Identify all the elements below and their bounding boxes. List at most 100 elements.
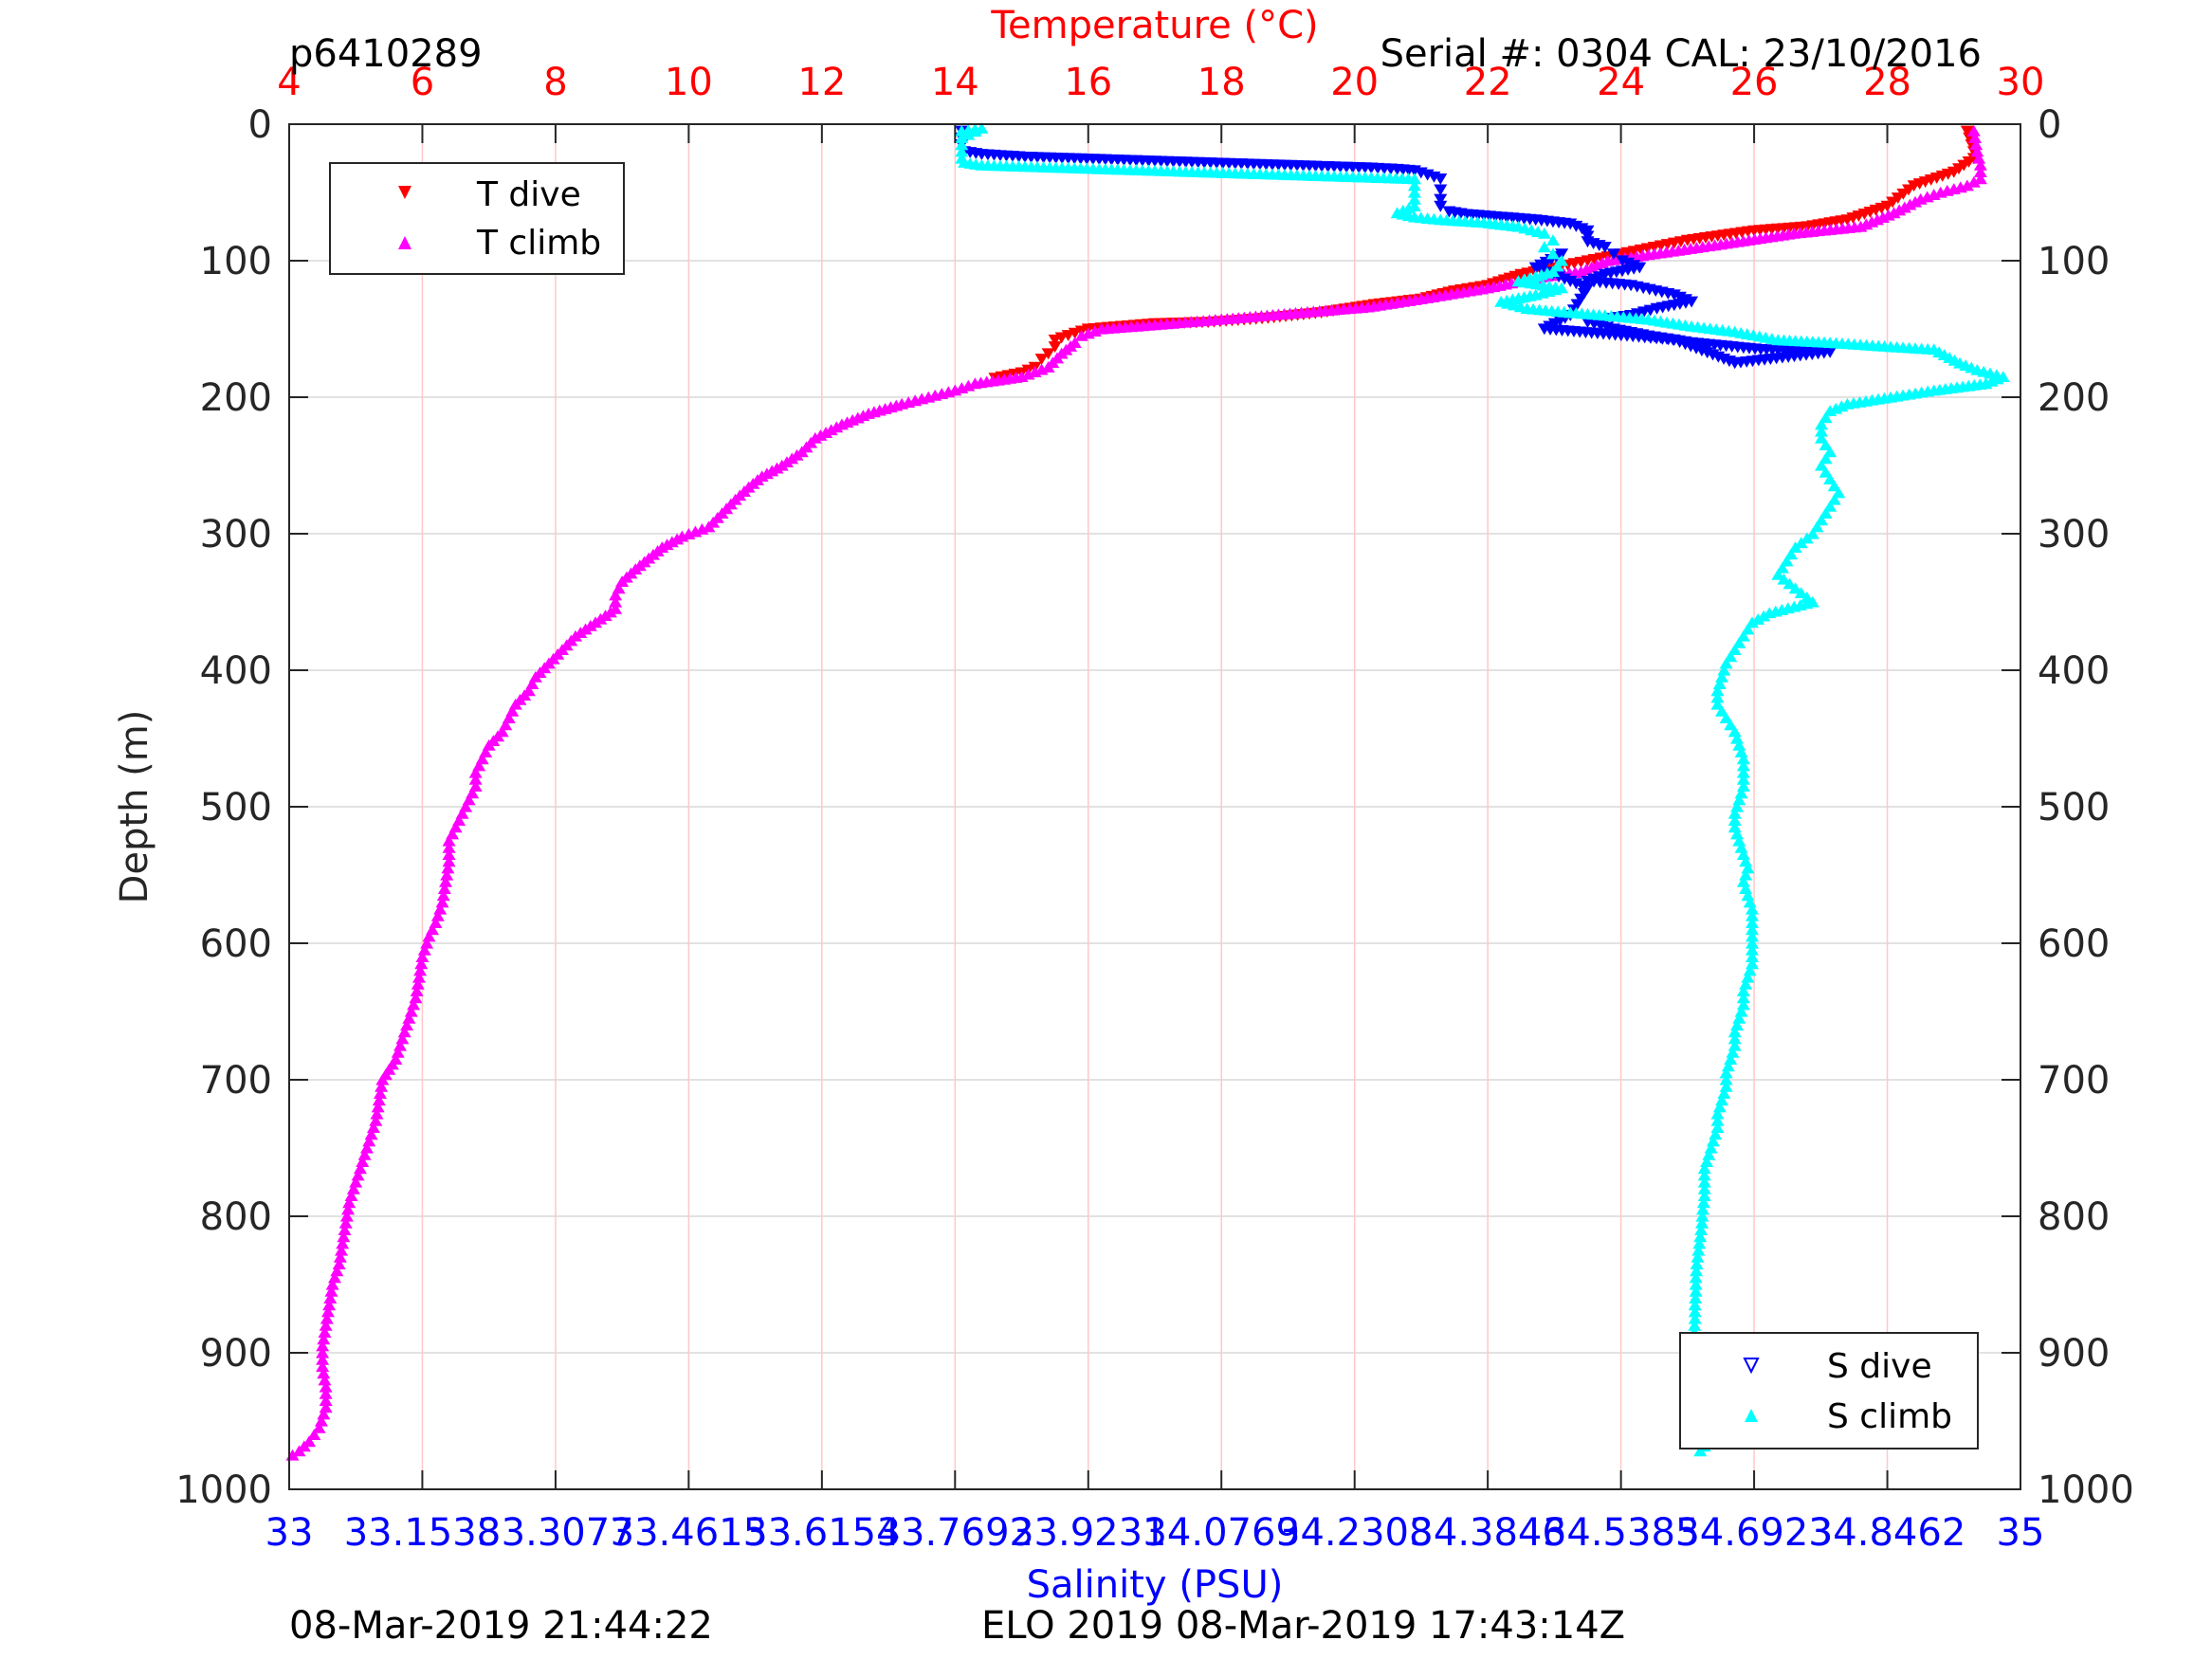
depth-tick-label-right: 500 — [2038, 786, 2110, 830]
marker-t-climb — [409, 992, 423, 1004]
salinity-tick-label: 34.2308 — [1276, 1511, 1433, 1555]
marker-s-climb — [1688, 1319, 1702, 1331]
marker-s-climb — [1734, 841, 1748, 853]
marker-t-climb — [322, 1299, 337, 1311]
marker-s-climb — [1732, 636, 1746, 648]
temperature-tick-label: 22 — [1464, 61, 1512, 104]
marker-t-climb — [319, 1401, 333, 1413]
marker-s-climb — [1710, 1114, 1725, 1126]
marker-t-climb — [319, 1380, 333, 1393]
marker-s-climb — [1745, 937, 1759, 949]
marker-s-climb — [1741, 623, 1755, 635]
marker-s-climb — [1736, 848, 1750, 860]
marker-s-climb — [1794, 537, 1808, 549]
marker-s-climb — [955, 132, 969, 143]
marker-s-climb — [1719, 1066, 1733, 1079]
marker-s-climb — [1697, 1162, 1711, 1175]
temperature-tick-label: 24 — [1597, 61, 1645, 104]
marker-s-climb — [1800, 532, 1814, 544]
marker-s-climb — [1736, 998, 1750, 1011]
marker-s-climb — [1712, 1101, 1727, 1113]
salinity-tick-label: 33.4615 — [611, 1511, 767, 1555]
marker-s-climb — [1545, 247, 1560, 260]
marker-s-climb — [1736, 992, 1750, 1004]
salinity-tick-label: 33.7692 — [877, 1511, 1033, 1555]
legend-t-climb-label: T climb — [476, 224, 601, 263]
temperature-tick-label: 10 — [665, 61, 713, 104]
marker-s-climb — [1736, 985, 1750, 996]
marker-s-climb — [1717, 664, 1731, 676]
marker-s-climb — [1728, 814, 1742, 826]
depth-tick-label-right: 600 — [2038, 922, 2110, 966]
marker-s-climb — [955, 138, 969, 151]
marker-t-climb — [353, 1162, 367, 1175]
marker-t-climb — [346, 1182, 360, 1194]
temperature-tick-label: 28 — [1863, 61, 1911, 104]
marker-s-climb — [1810, 520, 1824, 533]
salinity-tick-label: 34.6923 — [1675, 1511, 1832, 1555]
marker-s-climb — [1693, 1445, 1708, 1457]
marker-s-climb — [1724, 650, 1738, 663]
marker-t-dive — [1048, 334, 1062, 346]
marker-s-climb — [1794, 587, 1808, 598]
marker-t-climb — [316, 1360, 330, 1372]
marker-s-climb — [1692, 1237, 1707, 1249]
marker-s-climb — [1745, 930, 1759, 942]
marker-s-climb — [1823, 500, 1837, 512]
marker-s-climb — [1819, 465, 1833, 478]
marker-s-climb — [1688, 1312, 1702, 1324]
marker-t-climb — [316, 1346, 330, 1358]
marker-s-climb — [1537, 227, 1551, 239]
depth-tick-label-right: 1000 — [2038, 1468, 2134, 1512]
marker-t-climb — [413, 964, 428, 976]
marker-t-climb — [437, 883, 451, 894]
marker-t-climb — [468, 766, 483, 778]
marker-s-dive — [1434, 193, 1448, 206]
marker-t-climb — [468, 773, 483, 785]
marker-s-climb — [1719, 712, 1733, 723]
marker-s-climb — [1815, 418, 1829, 430]
marker-t-climb — [435, 896, 449, 908]
marker-t-climb — [366, 1121, 380, 1133]
marker-t-climb — [1970, 145, 1984, 157]
marker-t-climb — [324, 1285, 338, 1297]
marker-t-dive — [1048, 341, 1062, 354]
marker-s-climb — [968, 125, 982, 137]
marker-s-climb — [1745, 923, 1759, 936]
marker-t-climb — [344, 1190, 358, 1201]
marker-s-climb — [1745, 951, 1759, 962]
marker-s-climb — [1800, 591, 1814, 603]
marker-s-climb — [1697, 1190, 1711, 1201]
marker-t-climb — [439, 875, 453, 887]
marker-t-climb — [1973, 173, 1987, 185]
marker-t-climb — [320, 1305, 335, 1318]
marker-s-climb — [1710, 698, 1725, 710]
grid-layer — [289, 124, 2020, 1489]
marker-s-climb — [1732, 738, 1746, 751]
marker-s-climb — [1819, 507, 1833, 519]
marker-t-climb — [440, 868, 454, 881]
marker-t-climb — [362, 1135, 376, 1147]
marker-t-climb — [338, 1216, 353, 1229]
marker-t-climb — [375, 1073, 390, 1085]
depth-tick-label-right: 0 — [2038, 103, 2061, 147]
marker-t-climb — [411, 977, 425, 990]
marker-s-climb — [1719, 1080, 1733, 1092]
marker-s-climb — [1739, 855, 1753, 867]
legend-s-dive-label: S dive — [1827, 1347, 1932, 1386]
depth-tick-label-right: 200 — [2038, 376, 2110, 420]
marker-s-climb — [1407, 186, 1421, 198]
marker-t-climb — [312, 1421, 326, 1433]
depth-tick-label-left: 600 — [200, 922, 272, 966]
marker-t-climb — [317, 1333, 331, 1345]
marker-t-climb — [397, 1026, 411, 1038]
marker-t-climb — [1966, 124, 1981, 137]
marker-s-dive — [1434, 200, 1448, 212]
marker-s-climb — [1696, 1196, 1710, 1209]
marker-s-climb — [1736, 629, 1750, 642]
marker-s-climb — [1823, 405, 1837, 416]
marker-s-climb — [1545, 234, 1560, 246]
marker-t-climb — [357, 1148, 372, 1160]
marker-s-climb — [1697, 1182, 1711, 1194]
header-left: p6410289 — [289, 32, 483, 76]
